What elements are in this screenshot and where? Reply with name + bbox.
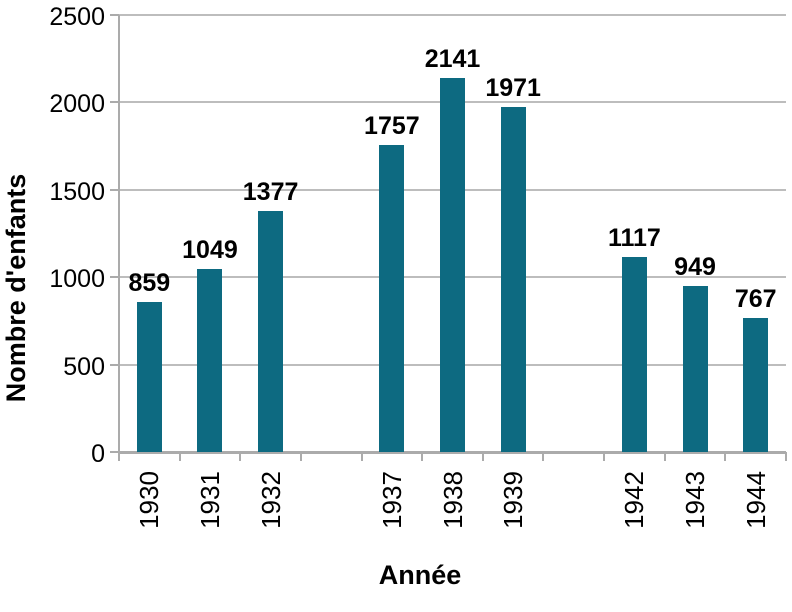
bar-value-label: 949 xyxy=(674,253,716,282)
bar-value-label: 1049 xyxy=(182,235,238,264)
y-tick-label: 500 xyxy=(63,352,105,381)
x-axis-title: Année xyxy=(378,560,462,590)
x-tick-label: 1931 xyxy=(194,471,225,529)
gridline xyxy=(119,14,786,16)
x-tick-mark xyxy=(724,452,727,461)
bar xyxy=(136,301,162,452)
y-tick-label: 0 xyxy=(91,440,105,468)
bar xyxy=(621,256,647,452)
y-tick-label: 1500 xyxy=(49,177,105,206)
x-tick-mark xyxy=(421,452,424,461)
x-tick-label: 1937 xyxy=(376,471,407,529)
x-tick-mark xyxy=(785,452,787,461)
x-tick-label: 1938 xyxy=(437,471,468,529)
bar xyxy=(682,286,708,452)
y-tick-mark xyxy=(110,101,119,104)
bar-value-label: 1377 xyxy=(242,178,299,207)
x-tick-mark xyxy=(299,452,302,461)
x-tick-label: 1943 xyxy=(680,471,711,529)
bar-value-label: 767 xyxy=(734,284,777,313)
y-tick-mark xyxy=(110,188,119,191)
bar xyxy=(440,77,465,452)
x-tick-mark xyxy=(239,452,242,461)
x-tick-mark xyxy=(481,452,484,461)
x-tick-label: 1939 xyxy=(498,471,529,529)
y-tick-mark xyxy=(110,451,119,453)
x-tick-mark xyxy=(178,452,181,461)
bar-value-label: 1757 xyxy=(364,111,420,140)
x-tick-mark xyxy=(118,452,120,461)
y-tick-mark xyxy=(110,363,119,366)
bar xyxy=(743,317,769,452)
y-axis-line xyxy=(118,15,120,452)
x-tick-label: 1944 xyxy=(740,471,771,529)
x-axis-line xyxy=(119,451,786,454)
x-tick-label: 1932 xyxy=(255,471,286,529)
y-tick-label: 2500 xyxy=(49,3,105,31)
x-tick-mark xyxy=(663,452,666,461)
y-tick-label: 1000 xyxy=(49,265,105,294)
bar xyxy=(258,211,284,452)
x-tick-mark xyxy=(360,452,363,461)
x-tick-label: 1930 xyxy=(134,471,165,529)
y-tick-mark xyxy=(110,276,119,279)
bar-value-label: 1971 xyxy=(485,74,541,103)
x-tick-label: 1942 xyxy=(619,471,650,529)
bar xyxy=(500,107,526,452)
bar xyxy=(197,268,223,452)
bar-value-label: 859 xyxy=(128,268,171,297)
y-tick-mark xyxy=(110,14,119,16)
bar-value-label: 2141 xyxy=(424,44,481,73)
y-tick-label: 2000 xyxy=(49,90,105,119)
x-tick-mark xyxy=(603,452,606,461)
bar xyxy=(379,144,405,452)
x-tick-mark xyxy=(542,452,545,461)
bar-value-label: 1117 xyxy=(607,223,661,252)
